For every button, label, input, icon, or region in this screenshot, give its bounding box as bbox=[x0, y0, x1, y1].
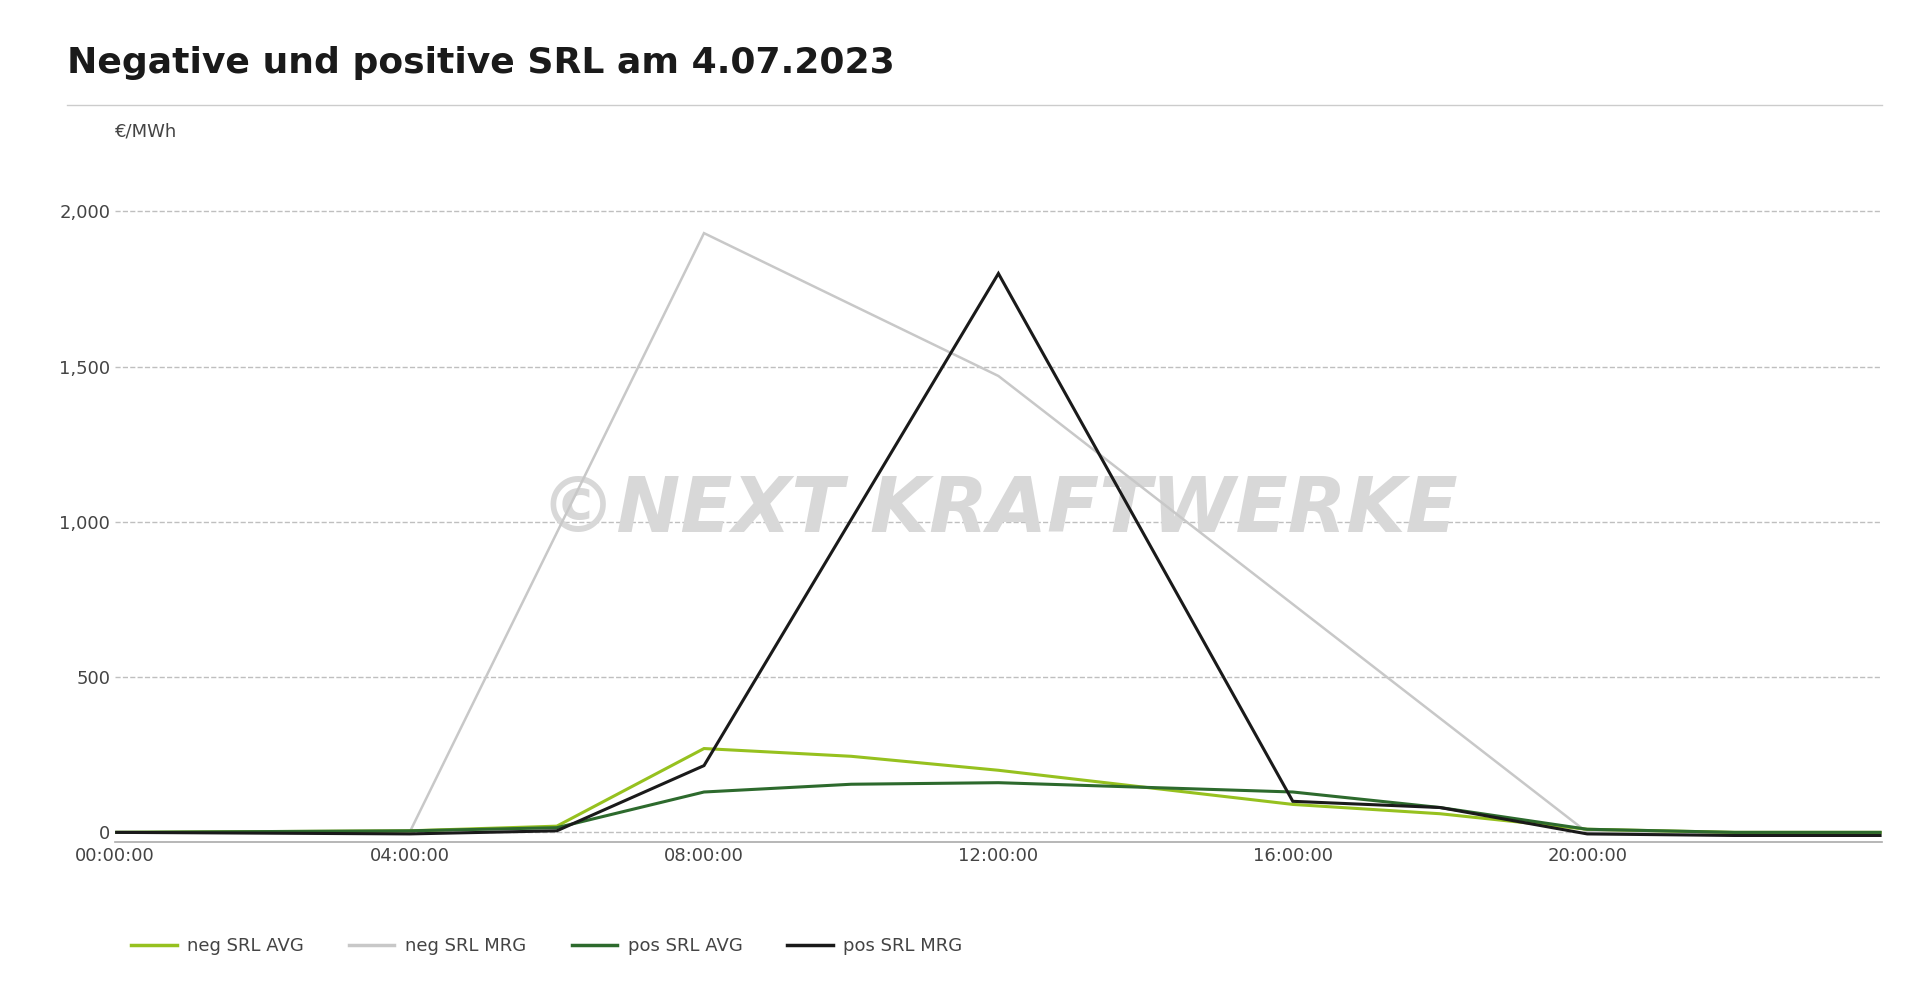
neg SRL MRG bbox=[397, 827, 420, 839]
neg SRL AVG bbox=[1576, 824, 1599, 836]
neg SRL AVG bbox=[987, 765, 1010, 777]
pos SRL MRG bbox=[1870, 830, 1893, 842]
pos SRL AVG bbox=[104, 827, 127, 839]
pos SRL AVG bbox=[839, 779, 862, 791]
pos SRL AVG bbox=[1428, 802, 1452, 814]
neg SRL MRG bbox=[1722, 827, 1745, 839]
neg SRL MRG bbox=[693, 227, 716, 239]
pos SRL MRG bbox=[1722, 830, 1745, 842]
pos SRL AVG bbox=[693, 786, 716, 798]
pos SRL MRG bbox=[693, 760, 716, 772]
pos SRL AVG bbox=[1722, 827, 1745, 839]
Text: ©NEXT KRAFTWERKE: ©NEXT KRAFTWERKE bbox=[540, 474, 1457, 548]
Legend: neg SRL AVG, neg SRL MRG, pos SRL AVG, pos SRL MRG: neg SRL AVG, neg SRL MRG, pos SRL AVG, p… bbox=[125, 930, 970, 963]
neg SRL MRG bbox=[1576, 827, 1599, 839]
pos SRL MRG bbox=[104, 827, 127, 839]
Text: Negative und positive SRL am 4.07.2023: Negative und positive SRL am 4.07.2023 bbox=[67, 46, 895, 80]
pos SRL AVG bbox=[397, 825, 420, 837]
Line: neg SRL AVG: neg SRL AVG bbox=[115, 748, 1882, 833]
pos SRL AVG bbox=[1281, 786, 1304, 798]
Line: pos SRL AVG: pos SRL AVG bbox=[115, 783, 1882, 833]
pos SRL MRG bbox=[1576, 828, 1599, 840]
neg SRL AVG bbox=[1870, 827, 1893, 839]
neg SRL AVG bbox=[1428, 808, 1452, 820]
neg SRL AVG bbox=[1281, 799, 1304, 811]
pos SRL AVG bbox=[545, 822, 568, 834]
pos SRL MRG bbox=[397, 828, 420, 840]
neg SRL AVG bbox=[1722, 827, 1745, 839]
neg SRL AVG bbox=[545, 821, 568, 833]
pos SRL MRG bbox=[1428, 802, 1452, 814]
pos SRL MRG bbox=[1281, 796, 1304, 808]
Line: pos SRL MRG: pos SRL MRG bbox=[115, 274, 1882, 836]
Line: neg SRL MRG: neg SRL MRG bbox=[115, 233, 1882, 833]
pos SRL AVG bbox=[1870, 827, 1893, 839]
pos SRL MRG bbox=[987, 268, 1010, 280]
pos SRL MRG bbox=[545, 825, 568, 837]
neg SRL MRG bbox=[1870, 827, 1893, 839]
neg SRL AVG bbox=[397, 825, 420, 837]
Text: €/MWh: €/MWh bbox=[115, 122, 177, 140]
pos SRL AVG bbox=[987, 777, 1010, 789]
neg SRL AVG bbox=[839, 750, 862, 763]
neg SRL AVG bbox=[104, 827, 127, 839]
neg SRL MRG bbox=[987, 370, 1010, 382]
neg SRL AVG bbox=[693, 742, 716, 755]
pos SRL AVG bbox=[1576, 824, 1599, 836]
neg SRL MRG bbox=[104, 827, 127, 839]
